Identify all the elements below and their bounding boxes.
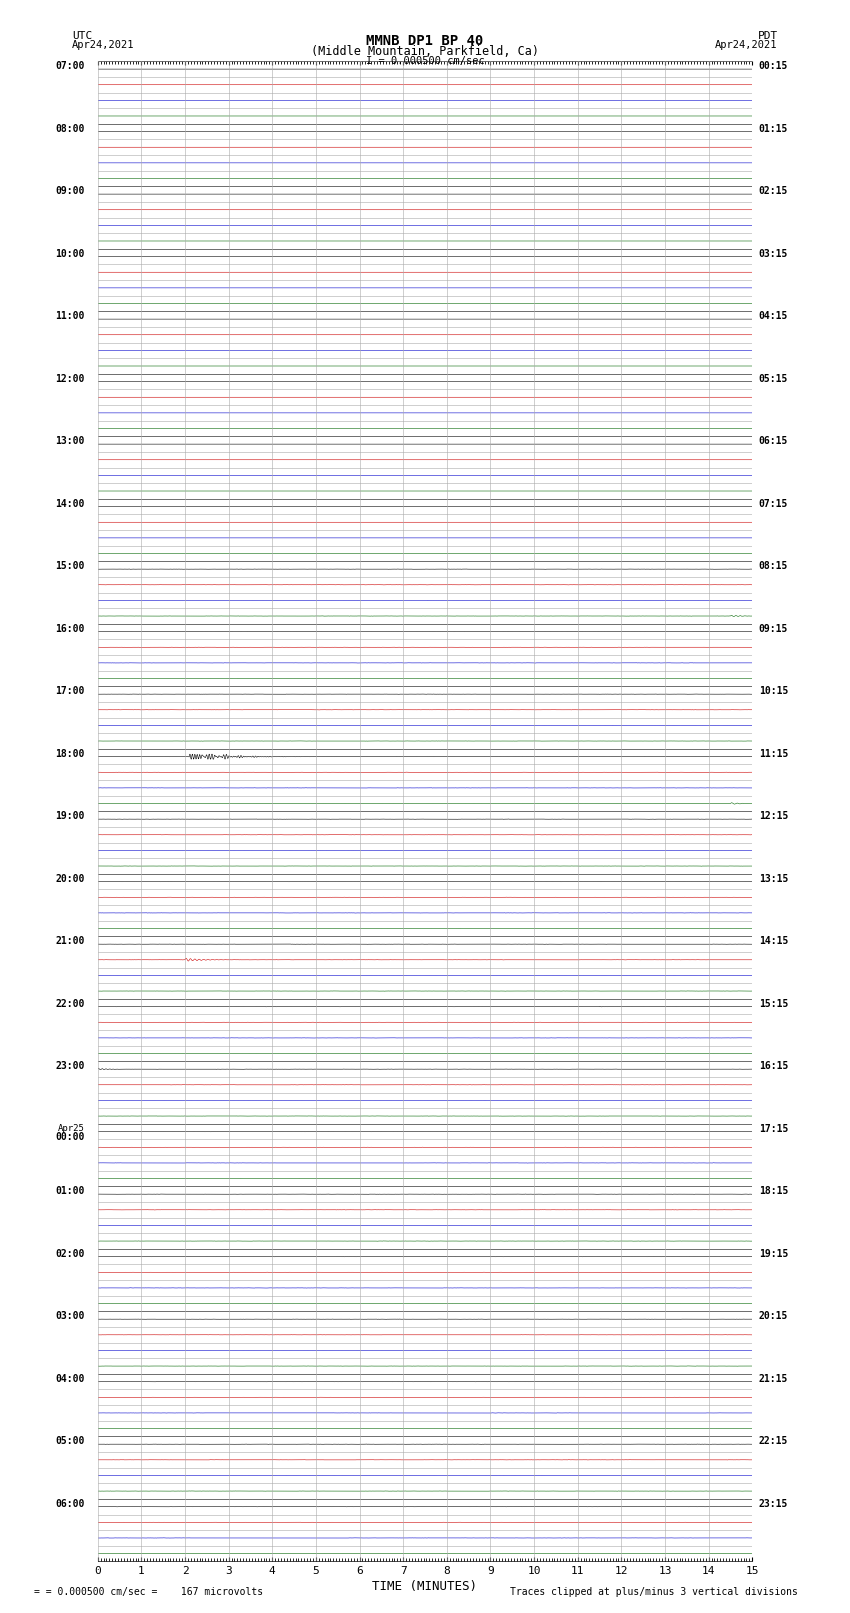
Text: 11:15: 11:15 — [759, 748, 788, 758]
Text: 22:00: 22:00 — [55, 998, 85, 1008]
Text: 06:15: 06:15 — [759, 437, 788, 447]
Text: Apr25: Apr25 — [58, 1124, 85, 1132]
Text: 08:15: 08:15 — [759, 561, 788, 571]
Text: 19:15: 19:15 — [759, 1248, 788, 1258]
Text: 14:15: 14:15 — [759, 936, 788, 947]
Text: 12:00: 12:00 — [55, 374, 85, 384]
Text: 21:15: 21:15 — [759, 1374, 788, 1384]
X-axis label: TIME (MINUTES): TIME (MINUTES) — [372, 1581, 478, 1594]
Text: Traces clipped at plus/minus 3 vertical divisions: Traces clipped at plus/minus 3 vertical … — [510, 1587, 798, 1597]
Text: 09:00: 09:00 — [55, 187, 85, 197]
Text: 15:00: 15:00 — [55, 561, 85, 571]
Text: 10:00: 10:00 — [55, 248, 85, 258]
Text: 22:15: 22:15 — [759, 1436, 788, 1447]
Text: 09:15: 09:15 — [759, 624, 788, 634]
Text: Apr24,2021: Apr24,2021 — [72, 40, 135, 50]
Text: 10:15: 10:15 — [759, 687, 788, 697]
Text: PDT: PDT — [757, 31, 778, 40]
Text: 01:15: 01:15 — [759, 124, 788, 134]
Text: 23:00: 23:00 — [55, 1061, 85, 1071]
Text: 04:00: 04:00 — [55, 1374, 85, 1384]
Text: 06:00: 06:00 — [55, 1498, 85, 1508]
Text: 15:15: 15:15 — [759, 998, 788, 1008]
Text: 20:15: 20:15 — [759, 1311, 788, 1321]
Text: 13:15: 13:15 — [759, 874, 788, 884]
Text: 07:00: 07:00 — [55, 61, 85, 71]
Text: 11:00: 11:00 — [55, 311, 85, 321]
Text: 19:00: 19:00 — [55, 811, 85, 821]
Text: 17:15: 17:15 — [759, 1124, 788, 1134]
Text: 05:00: 05:00 — [55, 1436, 85, 1447]
Text: 02:15: 02:15 — [759, 187, 788, 197]
Text: 17:00: 17:00 — [55, 687, 85, 697]
Text: MMNB DP1 BP 40: MMNB DP1 BP 40 — [366, 34, 484, 48]
Text: 13:00: 13:00 — [55, 437, 85, 447]
Text: I = 0.000500 cm/sec: I = 0.000500 cm/sec — [366, 56, 484, 66]
Text: 16:15: 16:15 — [759, 1061, 788, 1071]
Text: 00:00: 00:00 — [55, 1132, 85, 1142]
Text: (Middle Mountain, Parkfield, Ca): (Middle Mountain, Parkfield, Ca) — [311, 45, 539, 58]
Text: 23:15: 23:15 — [759, 1498, 788, 1508]
Text: 03:15: 03:15 — [759, 248, 788, 258]
Text: 07:15: 07:15 — [759, 498, 788, 508]
Text: 04:15: 04:15 — [759, 311, 788, 321]
Text: Apr24,2021: Apr24,2021 — [715, 40, 778, 50]
Text: 00:15: 00:15 — [759, 61, 788, 71]
Text: 20:00: 20:00 — [55, 874, 85, 884]
Text: 03:00: 03:00 — [55, 1311, 85, 1321]
Text: UTC: UTC — [72, 31, 93, 40]
Text: 02:00: 02:00 — [55, 1248, 85, 1258]
Text: 12:15: 12:15 — [759, 811, 788, 821]
Text: 16:00: 16:00 — [55, 624, 85, 634]
Text: 21:00: 21:00 — [55, 936, 85, 947]
Text: 08:00: 08:00 — [55, 124, 85, 134]
Text: 05:15: 05:15 — [759, 374, 788, 384]
Text: 18:00: 18:00 — [55, 748, 85, 758]
Text: 14:00: 14:00 — [55, 498, 85, 508]
Text: 01:00: 01:00 — [55, 1187, 85, 1197]
Text: = = 0.000500 cm/sec =    167 microvolts: = = 0.000500 cm/sec = 167 microvolts — [34, 1587, 264, 1597]
Text: 18:15: 18:15 — [759, 1187, 788, 1197]
